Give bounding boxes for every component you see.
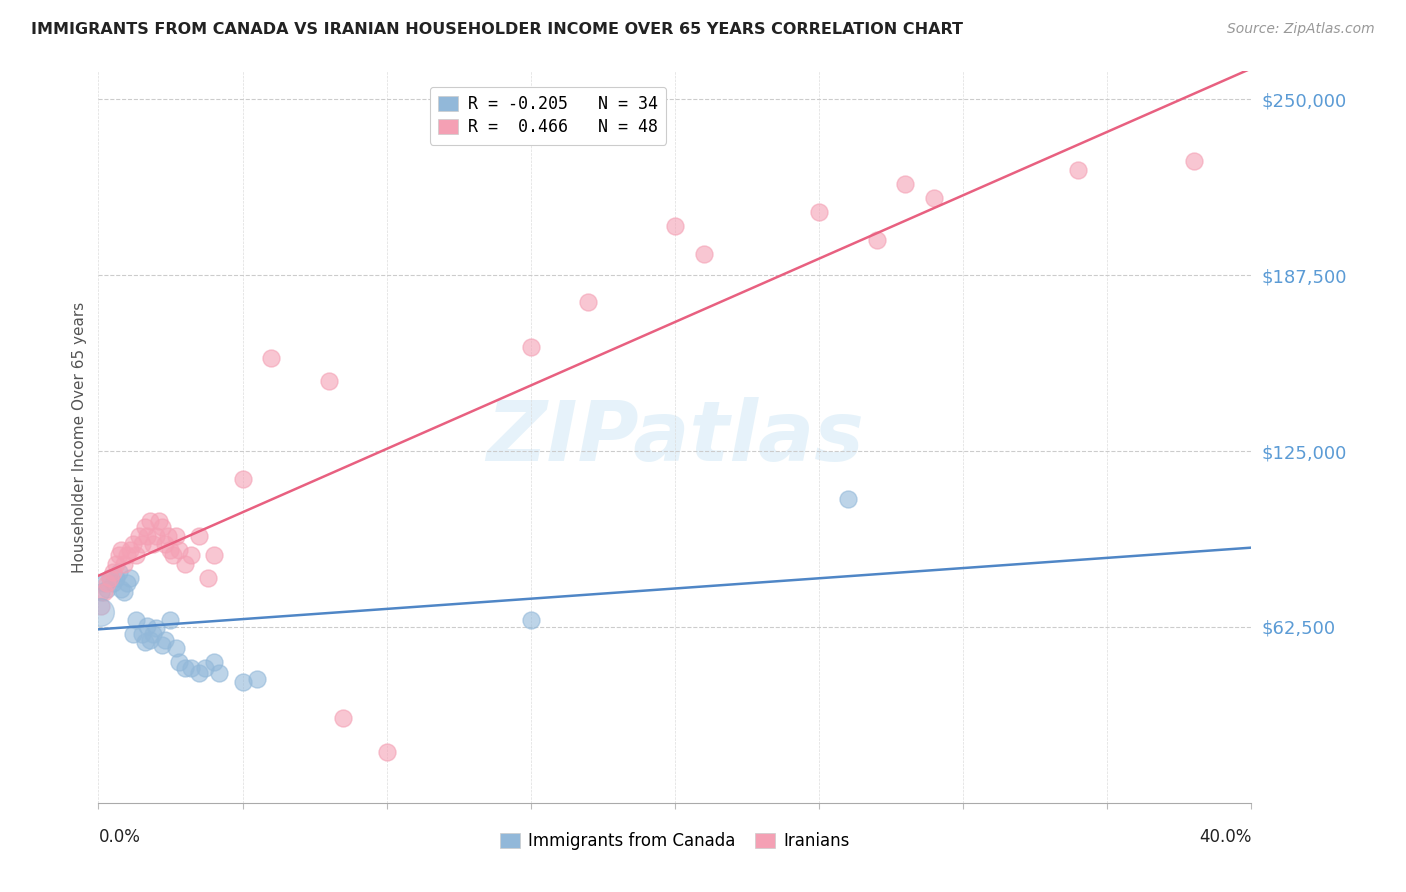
Point xyxy=(246,672,269,686)
Point xyxy=(808,205,831,219)
Point xyxy=(174,661,197,675)
Point xyxy=(142,627,165,641)
Point xyxy=(139,515,162,529)
Point xyxy=(167,542,190,557)
Point xyxy=(107,548,129,562)
Point xyxy=(162,548,184,562)
Point xyxy=(866,233,889,247)
Point xyxy=(318,374,340,388)
Point xyxy=(136,528,159,542)
Point xyxy=(145,621,167,635)
Point xyxy=(142,537,165,551)
Point xyxy=(188,666,211,681)
Point xyxy=(90,599,112,613)
Point xyxy=(131,627,153,641)
Point xyxy=(139,632,162,647)
Point xyxy=(134,635,156,649)
Point xyxy=(197,571,219,585)
Point xyxy=(101,576,124,591)
Point xyxy=(125,548,148,562)
Text: IMMIGRANTS FROM CANADA VS IRANIAN HOUSEHOLDER INCOME OVER 65 YEARS CORRELATION C: IMMIGRANTS FROM CANADA VS IRANIAN HOUSEH… xyxy=(31,22,963,37)
Point xyxy=(188,528,211,542)
Point xyxy=(174,557,197,571)
Point xyxy=(837,491,859,506)
Point xyxy=(148,515,170,529)
Point xyxy=(117,576,139,591)
Point xyxy=(194,661,217,675)
Text: Source: ZipAtlas.com: Source: ZipAtlas.com xyxy=(1227,22,1375,37)
Point xyxy=(231,674,254,689)
Point xyxy=(120,571,142,585)
Point xyxy=(96,582,118,596)
Point xyxy=(180,661,202,675)
Point xyxy=(134,520,156,534)
Point xyxy=(520,340,543,354)
Point xyxy=(150,520,173,534)
Point xyxy=(156,528,179,542)
Point xyxy=(202,548,225,562)
Point xyxy=(150,638,173,652)
Point xyxy=(159,542,181,557)
Point xyxy=(167,655,190,669)
Point xyxy=(93,584,115,599)
Point xyxy=(104,557,127,571)
Point xyxy=(125,613,148,627)
Legend: Immigrants from Canada, Iranians: Immigrants from Canada, Iranians xyxy=(494,825,856,856)
Point xyxy=(131,537,153,551)
Point xyxy=(924,191,946,205)
Y-axis label: Householder Income Over 65 years: Householder Income Over 65 years xyxy=(72,301,87,573)
Point xyxy=(208,666,231,681)
Point xyxy=(153,632,176,647)
Point xyxy=(117,548,139,562)
Point xyxy=(96,576,118,591)
Point xyxy=(120,542,142,557)
Point xyxy=(693,247,716,261)
Point xyxy=(112,557,135,571)
Point xyxy=(128,528,150,542)
Point xyxy=(110,542,132,557)
Point xyxy=(578,295,600,310)
Point xyxy=(180,548,202,562)
Point xyxy=(101,565,124,579)
Point xyxy=(159,613,181,627)
Text: 0.0%: 0.0% xyxy=(98,828,141,846)
Point xyxy=(231,472,254,486)
Point xyxy=(1182,154,1205,169)
Point xyxy=(664,219,686,233)
Point xyxy=(90,584,112,599)
Point xyxy=(89,605,111,619)
Point xyxy=(332,711,354,725)
Point xyxy=(122,537,145,551)
Point xyxy=(375,745,398,759)
Text: ZIPatlas: ZIPatlas xyxy=(486,397,863,477)
Point xyxy=(122,627,145,641)
Point xyxy=(153,537,176,551)
Point xyxy=(145,528,167,542)
Point xyxy=(520,613,543,627)
Point xyxy=(93,576,115,591)
Point xyxy=(110,582,132,596)
Point xyxy=(98,571,121,585)
Point xyxy=(165,641,187,656)
Point xyxy=(104,571,127,585)
Text: 40.0%: 40.0% xyxy=(1199,828,1251,846)
Point xyxy=(260,351,283,366)
Point xyxy=(202,655,225,669)
Point xyxy=(165,528,187,542)
Point xyxy=(894,177,917,191)
Point xyxy=(1067,162,1090,177)
Point xyxy=(98,571,121,585)
Point xyxy=(136,618,159,632)
Point xyxy=(107,565,129,579)
Point xyxy=(112,584,135,599)
